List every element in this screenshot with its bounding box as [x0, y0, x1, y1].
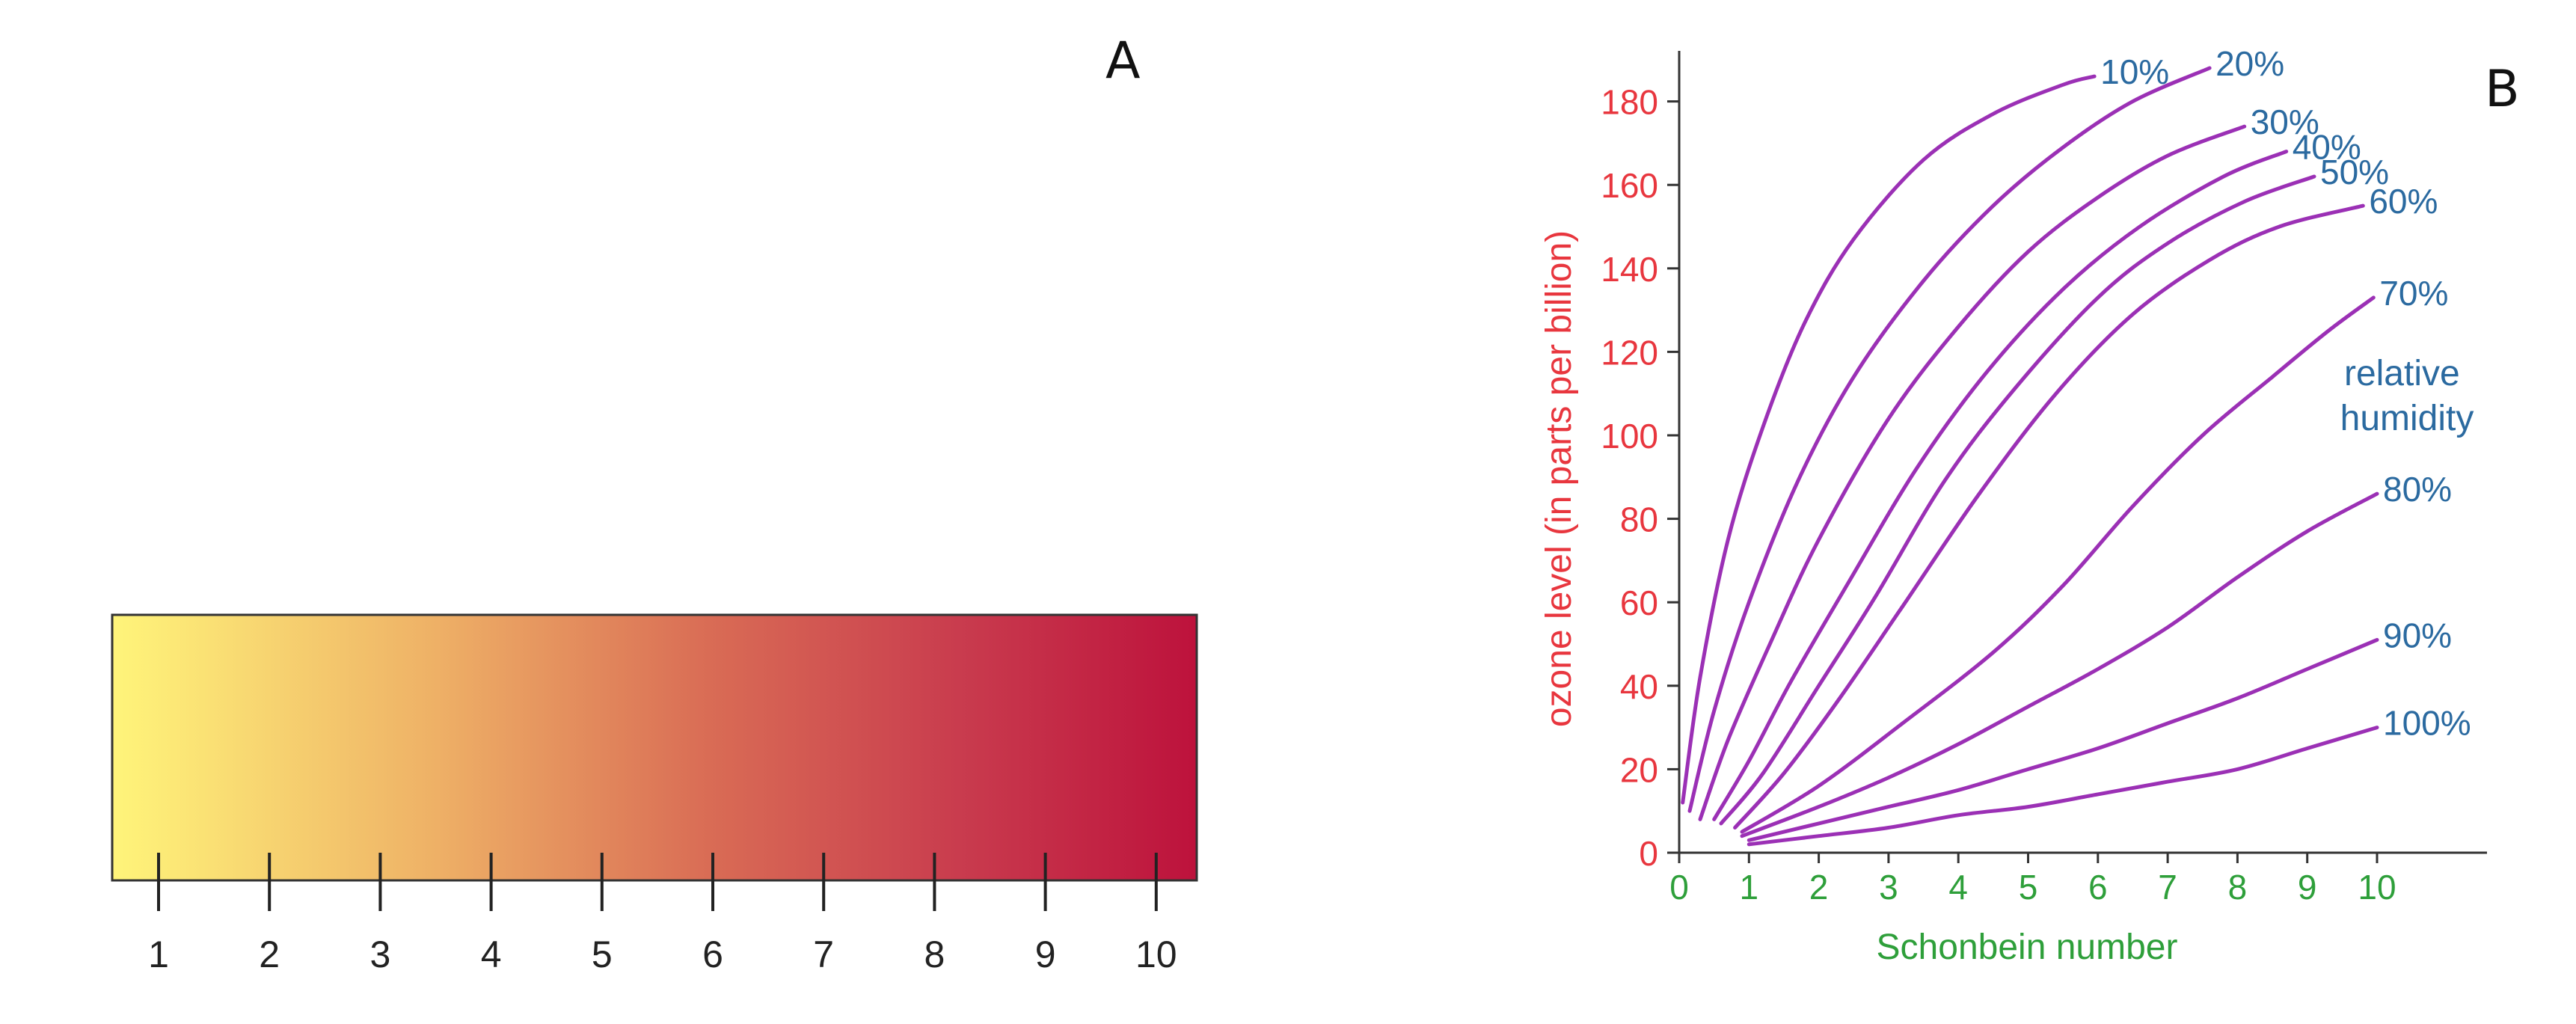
humidity-curve	[1740, 295, 2376, 834]
color-scale-tick-label: 5	[592, 933, 613, 975]
schonbein-color-scale: 1 2 3 4 5 6 7 8 9 10	[111, 613, 1198, 975]
humidity-curve	[1740, 491, 2379, 838]
y-tick-label: 140	[1601, 250, 1658, 289]
humidity-series-label: 100%	[2383, 704, 2471, 743]
color-scale-tick-label: 8	[924, 933, 945, 975]
humidity-curve	[1681, 74, 2097, 805]
color-scale-tick-label: 3	[369, 933, 390, 975]
x-tick-label: 3	[1879, 868, 1898, 907]
humidity-series-label: 80%	[2383, 470, 2452, 509]
color-scale-tick-label: 1	[148, 933, 169, 975]
humidity-curve	[1733, 203, 2365, 830]
humidity-series-label: 20%	[2215, 44, 2284, 83]
humidity-curve	[1747, 637, 2379, 842]
panel-a-label: A	[1105, 31, 1141, 91]
humidity-curve	[1687, 66, 2212, 813]
x-tick-label: 1	[1740, 868, 1759, 907]
y-axis-label: ozone level (in parts per billion)	[1539, 230, 1579, 727]
humidity-curves	[1681, 66, 2379, 847]
humidity-series-label: 60%	[2369, 182, 2438, 221]
x-tick-label: 5	[2019, 868, 2038, 907]
x-tick-label: 6	[2088, 868, 2108, 907]
x-axis-label: Schonbein number	[1877, 928, 2178, 967]
legend-title-line-2: humidity	[2340, 399, 2474, 438]
humidity-series-label: 30%	[2251, 102, 2319, 141]
humidity-series-label: 90%	[2383, 616, 2452, 654]
legend-title-line-1: relative	[2344, 354, 2460, 393]
color-scale-tick-label: 7	[813, 933, 834, 975]
panel-b-label: B	[2485, 60, 2520, 119]
legend-title: relative humidity	[2340, 354, 2474, 438]
color-scale-tick-label: 2	[259, 933, 280, 975]
color-scale-tick-label: 4	[481, 933, 502, 975]
humidity-series-label: 10%	[2100, 52, 2169, 91]
x-tick-label: 8	[2228, 868, 2248, 907]
x-tick-label: 0	[1669, 868, 1689, 907]
humidity-curve	[1747, 726, 2379, 847]
humidity-series-label: 40%	[2293, 128, 2361, 167]
y-tick-label: 180	[1601, 83, 1658, 122]
humidity-curve	[1712, 150, 2289, 821]
humidity-series-label: 70%	[2379, 274, 2448, 313]
color-scale-tick-label: 6	[702, 933, 723, 975]
x-tick-label: 4	[1948, 868, 1968, 907]
y-tick-label: 20	[1620, 750, 1658, 789]
series-labels: 10% 20% 30%40%50%60% 70% 80% 90% 100%	[2100, 44, 2471, 743]
x-axis-ticks: 0 1 2 3 4 5 6 7 8 9 10	[1669, 853, 2396, 907]
x-tick-label: 2	[1809, 868, 1829, 907]
y-tick-label: 100	[1601, 417, 1658, 456]
y-tick-label: 40	[1620, 667, 1658, 706]
humidity-curve	[1698, 124, 2247, 821]
y-tick-label: 120	[1601, 333, 1658, 372]
color-scale-tick-labels: 1 2 3 4 5 6 7 8 9 10	[148, 933, 1177, 975]
x-tick-label: 10	[2358, 868, 2396, 907]
color-scale-tick-label: 9	[1035, 933, 1056, 975]
x-tick-label: 7	[2158, 868, 2177, 907]
color-scale-bar	[111, 613, 1198, 882]
y-tick-label: 60	[1620, 583, 1658, 622]
humidity-series-label: 50%	[2320, 153, 2389, 191]
y-tick-label: 80	[1620, 500, 1658, 539]
y-tick-label: 0	[1639, 834, 1658, 873]
color-scale-ticks	[157, 853, 1158, 911]
color-scale-tick-label: 10	[1135, 933, 1177, 975]
y-tick-label: 160	[1601, 166, 1658, 205]
humidity-curve	[1719, 174, 2316, 826]
x-tick-label: 9	[2298, 868, 2317, 907]
y-axis-ticks: 0 20 40 60 80 100 120 140 160 180	[1601, 83, 1679, 873]
